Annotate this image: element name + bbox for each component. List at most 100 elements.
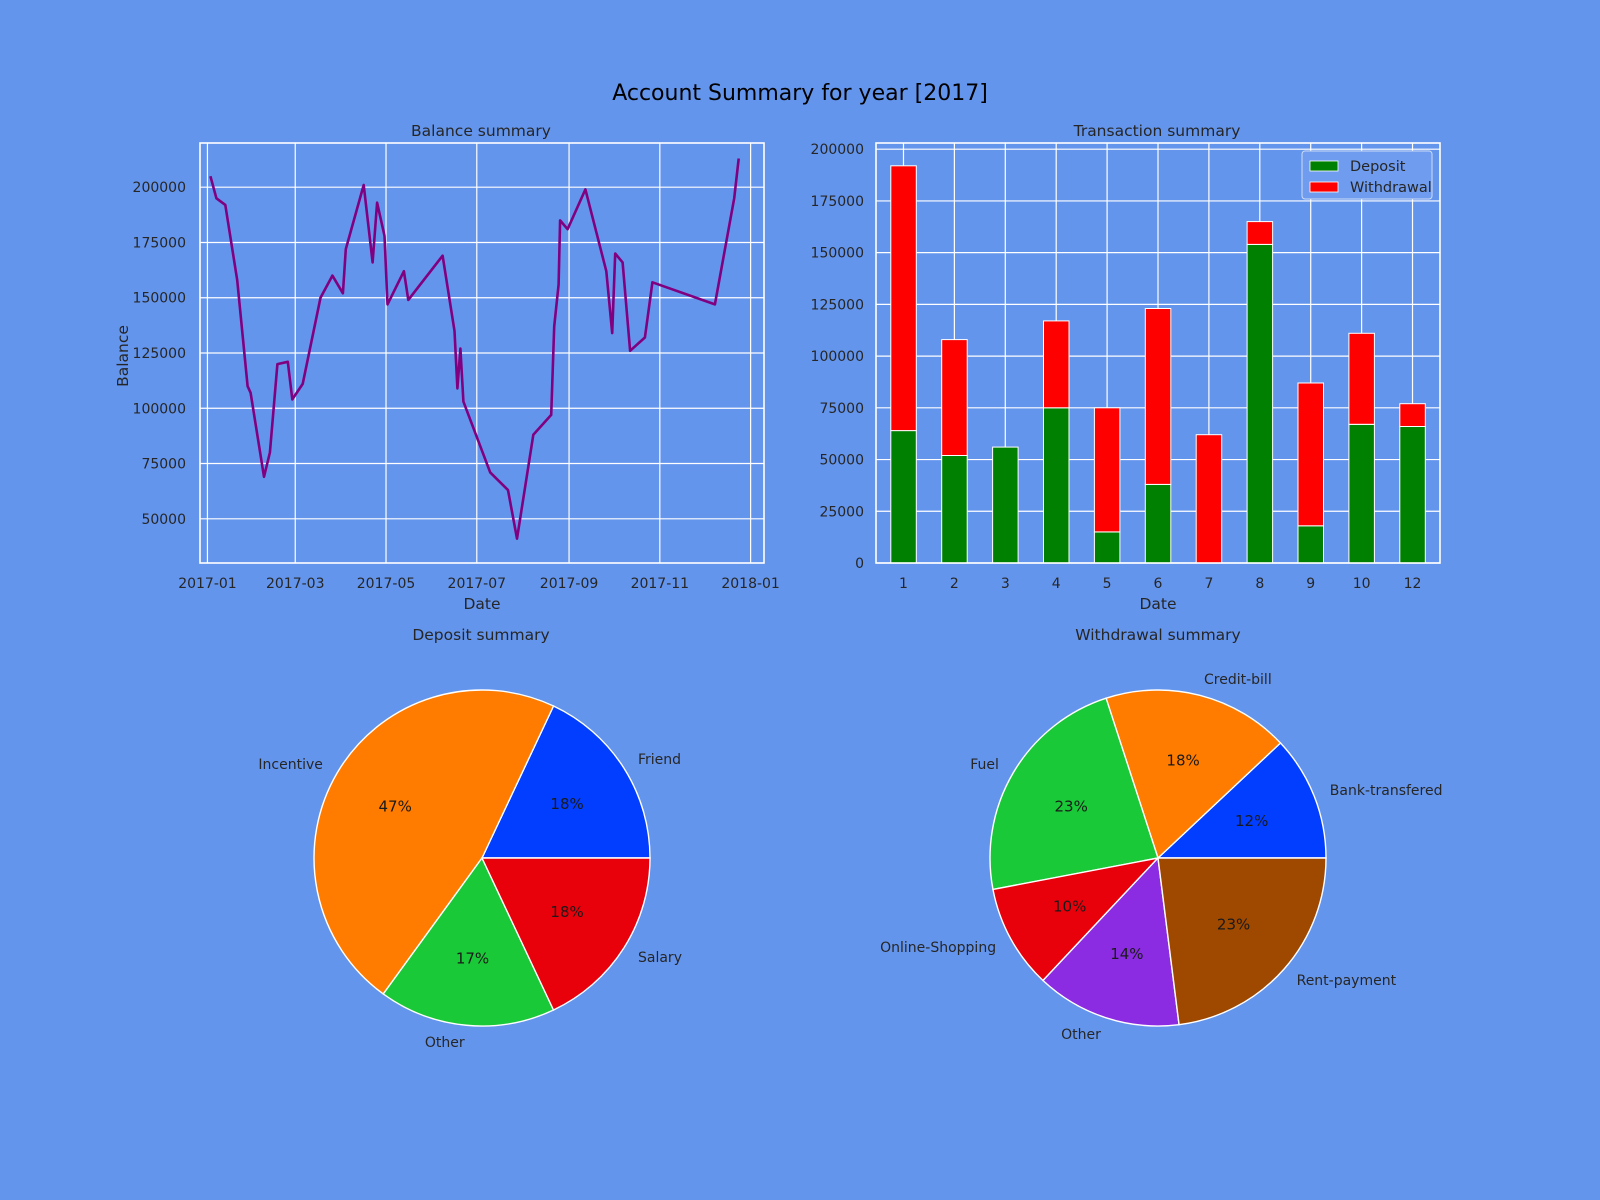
deposit-pct-incentive: 47% xyxy=(379,798,412,816)
withdrawal-bar xyxy=(1144,308,1172,485)
balance-line-series xyxy=(209,158,740,541)
deposit-bar xyxy=(890,430,917,564)
deposit-pct-friend: 18% xyxy=(550,795,583,813)
withdrawal-slice-credit-bill xyxy=(1105,689,1282,860)
transaction-x-ticks: 1 2 3 4 5 6 7 8 9 10 12 xyxy=(899,576,1421,592)
transaction-y-tick-label: 50000 xyxy=(819,453,864,469)
transaction-chart-title: Transaction summary xyxy=(1073,122,1241,140)
balance-x-tick-label: 2017-07 xyxy=(448,576,507,592)
withdrawal-pie: Bank-transfered 12% Credit-bill 18% Fuel 23% O… xyxy=(880,672,1442,1043)
deposit-slice-salary xyxy=(480,857,651,1011)
legend-deposit-swatch xyxy=(1309,160,1339,172)
balance-x-tick-label: 2017-03 xyxy=(266,576,325,592)
balance-y-tick-label: 75000 xyxy=(141,457,186,473)
deposit-bar xyxy=(1093,531,1121,564)
withdrawal-pie-chart: Withdrawal summary Bank-transfered 12% Cre… xyxy=(880,626,1442,1043)
deposit-label-friend: Friend xyxy=(638,752,681,768)
deposit-bar xyxy=(1144,483,1172,564)
balance-plot-frame xyxy=(199,142,765,564)
balance-y-axis-label: Balance xyxy=(114,325,132,387)
withdrawal-pct-other: 14% xyxy=(1110,945,1143,963)
transaction-x-tick-label: 3 xyxy=(1001,576,1010,592)
withdrawal-pct-rent-payment: 23% xyxy=(1217,916,1250,934)
withdrawal-bar xyxy=(941,339,968,457)
balance-chart-title: Balance summary xyxy=(411,122,551,140)
withdrawal-bar xyxy=(1093,407,1121,533)
transaction-x-tick-label: 7 xyxy=(1204,576,1213,592)
deposit-bar xyxy=(1399,425,1426,564)
figure-title: Account Summary for year [2017] xyxy=(612,81,988,106)
balance-y-tick-label: 200000 xyxy=(133,180,186,196)
deposit-bar xyxy=(941,454,968,564)
withdrawal-slice-fuel xyxy=(989,697,1159,891)
balance-x-tick-label: 2017-01 xyxy=(178,576,237,592)
transaction-x-tick-label: 10 xyxy=(1353,576,1371,592)
withdrawal-label-fuel: Fuel xyxy=(970,757,999,773)
transaction-y-tick-label: 75000 xyxy=(819,401,864,417)
transaction-y-tick-label: 0 xyxy=(855,556,864,572)
withdrawal-label-credit-bill: Credit-bill xyxy=(1204,672,1272,688)
balance-y-ticks: 50000 75000 100000 125000 150000 175000 200000 xyxy=(133,180,186,528)
deposit-pie: Friend 18% Incentive 47% Other 17% Salary 18% xyxy=(258,689,682,1051)
withdrawal-bar xyxy=(1348,332,1375,425)
deposit-slice-incentive xyxy=(313,689,555,995)
transaction-y-tick-label: 200000 xyxy=(811,142,864,158)
deposit-pct-salary: 18% xyxy=(550,903,583,921)
transaction-x-tick-label: 4 xyxy=(1052,576,1061,592)
withdrawal-label-rent-payment: Rent-payment xyxy=(1297,973,1397,989)
transaction-x-tick-label: 12 xyxy=(1404,576,1422,592)
deposit-slice-other xyxy=(382,856,555,1027)
transaction-y-tick-label: 100000 xyxy=(811,349,864,365)
withdrawal-label-online-shopping: Online-Shopping xyxy=(880,940,996,956)
withdrawal-slice-rent-payment xyxy=(1157,857,1327,1026)
withdrawal-label-bank-transfered: Bank-transfered xyxy=(1330,783,1443,799)
legend-withdrawal-swatch xyxy=(1309,181,1339,193)
balance-line xyxy=(209,158,740,541)
balance-x-tick-label: 2017-09 xyxy=(540,576,599,592)
legend-deposit-label: Deposit xyxy=(1350,159,1406,175)
legend-withdrawal-label: Withdrawal xyxy=(1350,180,1432,196)
withdrawal-bar xyxy=(890,165,917,432)
balance-grid xyxy=(200,143,764,563)
transaction-y-tick-label: 175000 xyxy=(811,194,864,210)
deposit-bar xyxy=(992,446,1019,564)
balance-y-tick-label: 100000 xyxy=(133,401,186,417)
deposit-pie-title: Deposit summary xyxy=(412,626,549,644)
balance-x-axis-label: Date xyxy=(463,595,500,613)
transaction-y-tick-label: 25000 xyxy=(819,504,864,520)
transaction-x-tick-label: 2 xyxy=(950,576,959,592)
withdrawal-pct-online-shopping: 10% xyxy=(1053,898,1086,916)
transaction-x-tick-label: 1 xyxy=(899,576,908,592)
transaction-x-tick-label: 8 xyxy=(1255,576,1264,592)
balance-x-tick-label: 2018-01 xyxy=(721,576,780,592)
withdrawal-slice-online-shopping xyxy=(992,856,1160,982)
transaction-x-tick-label: 9 xyxy=(1306,576,1315,592)
balance-x-tick-label: 2017-05 xyxy=(357,576,416,592)
withdrawal-pct-credit-bill: 18% xyxy=(1166,751,1199,769)
deposit-pct-other: 17% xyxy=(456,949,489,967)
deposit-bar xyxy=(1246,243,1274,564)
balance-x-tick-label: 2017-11 xyxy=(631,576,690,592)
withdrawal-slice-bank-transfered xyxy=(1156,742,1327,859)
deposit-label-salary: Salary xyxy=(638,950,682,966)
withdrawal-bar xyxy=(1399,403,1426,428)
deposit-label-incentive: Incentive xyxy=(258,757,322,773)
balance-y-tick-label: 150000 xyxy=(133,291,186,307)
withdrawal-bar xyxy=(1195,434,1223,564)
balance-y-tick-label: 175000 xyxy=(133,235,186,251)
transaction-x-tick-label: 6 xyxy=(1154,576,1163,592)
transaction-x-axis-label: Date xyxy=(1139,595,1176,613)
balance-y-tick-label: 50000 xyxy=(141,512,186,528)
balance-y-tick-label: 125000 xyxy=(133,346,186,362)
deposit-pie-chart: Deposit summary Friend 18% Incentive 47% Oth… xyxy=(258,626,682,1051)
withdrawal-pct-fuel: 23% xyxy=(1055,798,1088,816)
transaction-y-tick-label: 150000 xyxy=(811,246,864,262)
withdrawal-bar xyxy=(1246,221,1274,245)
transaction-chart: Transaction summary 1 2 3 4 5 6 7 8 9 10 12 025000… xyxy=(811,122,1441,613)
withdrawal-bar xyxy=(1297,382,1324,527)
balance-x-ticks: 2017-01 2017-03 2017-05 2017-07 2017-09 2017-… xyxy=(178,576,780,592)
withdrawal-bar xyxy=(1043,320,1070,409)
withdrawal-pct-bank-transfered: 12% xyxy=(1235,812,1268,830)
balance-chart: Balance summary 2017-01 2017-03 2017-05 201… xyxy=(114,122,780,613)
